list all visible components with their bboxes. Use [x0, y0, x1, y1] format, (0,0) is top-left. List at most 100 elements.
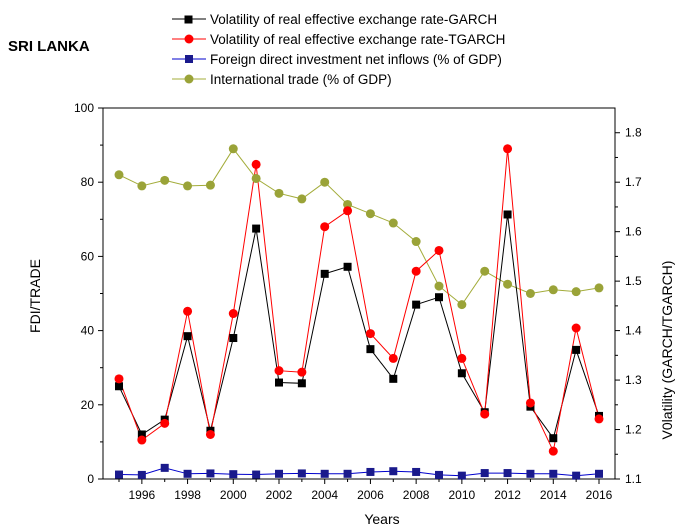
series-3-point	[480, 266, 490, 276]
series-1-point	[480, 409, 490, 419]
series-3-point	[457, 300, 467, 310]
series-3-point	[503, 279, 513, 289]
series-3-point	[251, 173, 261, 183]
series-2-point	[183, 469, 192, 478]
y-tick-label: 60	[81, 249, 95, 263]
legend-item-tgarch: Volatility of real effective exchange ra…	[172, 29, 505, 49]
y2-tick-label: 1.1	[625, 472, 642, 486]
series-1-point	[297, 367, 307, 377]
x-tick-label: 2006	[357, 488, 384, 502]
series-3-point	[160, 175, 170, 185]
series-1-point	[571, 323, 581, 333]
y-tick-label: 0	[87, 472, 94, 486]
series-2-point	[366, 467, 375, 476]
series-3-point	[388, 218, 398, 228]
series-1-point	[548, 446, 558, 456]
x-tick-label: 2004	[311, 488, 338, 502]
series-1-point	[594, 414, 604, 424]
y2-tick-label: 1.3	[625, 373, 642, 387]
x-tick-label: 2002	[266, 488, 293, 502]
series-2-point	[480, 469, 489, 478]
y2-tick-label: 1.2	[625, 423, 642, 437]
series-line-0	[118, 214, 600, 440]
x-tick-label: 2008	[403, 488, 430, 502]
series-2-point	[252, 470, 261, 479]
series-3-point	[183, 181, 193, 191]
series-2-point	[435, 470, 443, 479]
series-1-point	[137, 435, 147, 445]
x-tick-label: 2016	[586, 488, 613, 502]
x-tick-label: 2000	[220, 488, 247, 502]
series-0-point	[297, 379, 306, 388]
series-0-point	[183, 332, 192, 341]
series-1-point	[320, 222, 330, 232]
legend-swatch-tgarch	[172, 34, 206, 44]
series-1-point	[114, 374, 124, 384]
series-3-point	[411, 237, 421, 247]
series-3-point	[137, 181, 147, 191]
legend-item-garch: Volatility of real effective exchange ra…	[172, 9, 505, 29]
legend-label-fdi: Foreign direct investment net inflows (%…	[210, 51, 502, 67]
series-line-1	[118, 148, 600, 453]
series-3-point	[525, 289, 535, 298]
series-2-point	[595, 469, 603, 478]
series-2-point	[160, 463, 169, 472]
series-2-point	[137, 470, 146, 479]
series-0-point	[320, 269, 329, 278]
series-1-point	[503, 144, 513, 154]
legend-item-fdi: Foreign direct investment net inflows (%…	[172, 49, 505, 69]
series-2-point	[389, 467, 398, 476]
x-tick-label: 1996	[129, 488, 156, 502]
series-0-point	[115, 382, 123, 391]
series-0-point	[137, 430, 146, 439]
series-0-point	[275, 378, 283, 387]
series-2-point	[572, 471, 581, 480]
series-1-point	[228, 309, 238, 319]
y-tick-label: 40	[81, 324, 95, 338]
series-2-point	[275, 469, 283, 478]
series-3-point	[228, 144, 238, 154]
legend-item-trade: International trade (% of GDP)	[172, 69, 505, 89]
series-3-point	[297, 194, 307, 204]
series-1-point	[434, 245, 444, 255]
series-2-point	[320, 469, 329, 478]
series-0-point	[435, 293, 443, 302]
series-1-point	[457, 353, 467, 363]
series-0-point	[503, 210, 512, 219]
series-1-point	[365, 329, 375, 339]
x-tick-label: 2014	[540, 488, 567, 502]
series-0-point	[366, 345, 375, 354]
series-2-point	[503, 469, 512, 478]
series-0-point	[457, 369, 466, 378]
series-2-point	[229, 470, 238, 479]
series-1-point	[525, 398, 535, 408]
plot-border	[102, 107, 616, 480]
series-3-point	[434, 281, 444, 291]
x-tick-label: 1998	[174, 488, 201, 502]
series-0-point	[412, 300, 421, 309]
series-3-point	[274, 188, 284, 198]
x-axis-title: Years	[364, 511, 399, 527]
y-tick-label: 100	[74, 101, 94, 115]
country-title: SRI LANKA	[8, 38, 90, 55]
series-3-point	[343, 199, 353, 209]
series-0-point	[389, 374, 398, 383]
series-3-point	[320, 177, 330, 187]
series-1-point	[274, 366, 284, 376]
series-3-point	[594, 283, 604, 293]
x-tick-label: 2010	[449, 488, 476, 502]
y-axis-title: FDI/TRADE	[27, 259, 43, 333]
series-1-point	[251, 159, 261, 169]
legend: Volatility of real effective exchange ra…	[172, 9, 505, 89]
series-2-point	[412, 467, 421, 476]
legend-swatch-trade	[172, 74, 206, 84]
series-0-point	[572, 345, 581, 354]
series-3-point	[205, 180, 215, 190]
series-layer	[114, 144, 604, 480]
legend-swatch-fdi	[172, 55, 206, 63]
series-2-point	[297, 469, 306, 478]
y-tick-label: 80	[81, 175, 95, 189]
legend-swatch-garch	[172, 15, 206, 24]
series-1-point	[411, 266, 421, 276]
